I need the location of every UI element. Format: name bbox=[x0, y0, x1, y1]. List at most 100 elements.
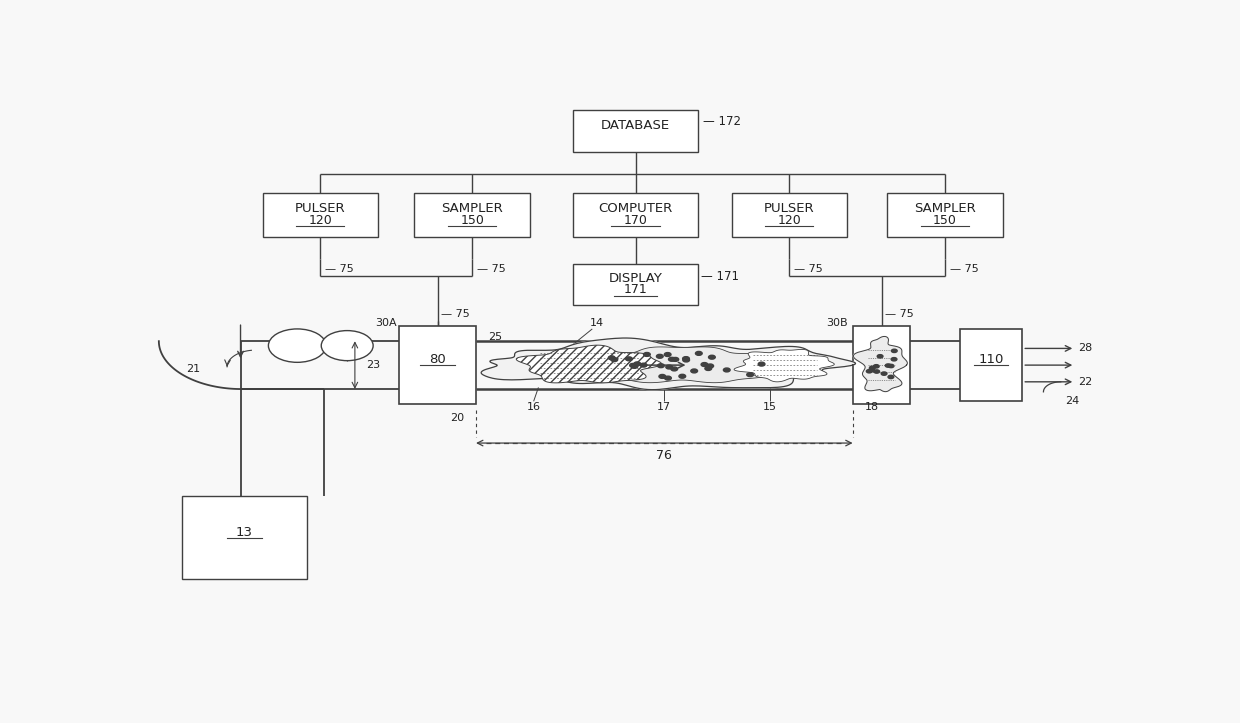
FancyBboxPatch shape bbox=[573, 192, 698, 237]
Circle shape bbox=[611, 358, 618, 362]
Text: 76: 76 bbox=[656, 449, 672, 462]
Text: 171: 171 bbox=[624, 283, 647, 296]
Circle shape bbox=[609, 356, 615, 360]
FancyBboxPatch shape bbox=[182, 496, 306, 579]
Circle shape bbox=[723, 368, 730, 372]
Circle shape bbox=[672, 357, 678, 362]
FancyBboxPatch shape bbox=[888, 192, 1003, 237]
Circle shape bbox=[696, 351, 702, 355]
FancyBboxPatch shape bbox=[960, 329, 1022, 401]
FancyBboxPatch shape bbox=[263, 192, 378, 237]
Text: 120: 120 bbox=[309, 214, 332, 227]
Text: — 75: — 75 bbox=[885, 309, 914, 319]
Text: 100: 100 bbox=[286, 338, 308, 348]
Text: 150: 150 bbox=[460, 214, 484, 227]
Text: PULSER: PULSER bbox=[764, 202, 815, 215]
Circle shape bbox=[873, 364, 879, 368]
Text: 110: 110 bbox=[978, 353, 1003, 366]
Circle shape bbox=[869, 366, 875, 369]
Text: 30B: 30B bbox=[826, 318, 847, 328]
Circle shape bbox=[626, 357, 632, 361]
Text: — 171: — 171 bbox=[701, 270, 739, 283]
Circle shape bbox=[634, 362, 641, 366]
Circle shape bbox=[746, 373, 754, 377]
Polygon shape bbox=[481, 338, 856, 390]
Circle shape bbox=[644, 353, 650, 356]
Circle shape bbox=[665, 376, 671, 380]
Text: — 75: — 75 bbox=[441, 309, 470, 319]
Circle shape bbox=[268, 329, 326, 362]
Polygon shape bbox=[579, 347, 785, 382]
Text: 150: 150 bbox=[932, 214, 957, 227]
Circle shape bbox=[869, 369, 874, 372]
FancyBboxPatch shape bbox=[399, 326, 476, 404]
FancyBboxPatch shape bbox=[853, 326, 910, 404]
Circle shape bbox=[671, 367, 677, 371]
Text: 170: 170 bbox=[624, 214, 647, 227]
Circle shape bbox=[888, 375, 894, 379]
Text: 28: 28 bbox=[1078, 343, 1092, 354]
Text: — 75: — 75 bbox=[477, 265, 506, 274]
Text: — 75: — 75 bbox=[325, 265, 353, 274]
Circle shape bbox=[874, 370, 879, 373]
Polygon shape bbox=[853, 336, 908, 392]
Text: 13: 13 bbox=[236, 526, 253, 539]
Circle shape bbox=[885, 364, 892, 367]
Text: 15: 15 bbox=[763, 402, 777, 412]
Circle shape bbox=[882, 372, 887, 375]
Polygon shape bbox=[516, 345, 661, 383]
Text: COMPUTER: COMPUTER bbox=[599, 202, 672, 215]
Text: — 75: — 75 bbox=[950, 265, 978, 274]
Circle shape bbox=[665, 353, 671, 356]
Circle shape bbox=[321, 330, 373, 361]
Circle shape bbox=[656, 354, 663, 359]
Text: 23: 23 bbox=[367, 360, 381, 370]
Circle shape bbox=[708, 355, 715, 359]
Text: 30A: 30A bbox=[376, 318, 397, 328]
FancyBboxPatch shape bbox=[414, 192, 529, 237]
Text: 20: 20 bbox=[450, 413, 464, 423]
Text: 16: 16 bbox=[527, 402, 541, 412]
Text: 80A: 80A bbox=[872, 353, 895, 366]
Circle shape bbox=[658, 375, 666, 378]
Circle shape bbox=[888, 364, 894, 368]
Circle shape bbox=[640, 363, 647, 367]
Circle shape bbox=[701, 362, 708, 367]
Polygon shape bbox=[734, 349, 835, 382]
Circle shape bbox=[683, 358, 689, 362]
Text: 120: 120 bbox=[777, 214, 801, 227]
Circle shape bbox=[867, 369, 872, 373]
Circle shape bbox=[666, 365, 672, 369]
Text: 90: 90 bbox=[340, 338, 355, 348]
Text: SAMPLER: SAMPLER bbox=[914, 202, 976, 215]
Circle shape bbox=[704, 367, 712, 370]
Text: 14: 14 bbox=[590, 318, 604, 328]
Text: 21: 21 bbox=[186, 364, 200, 374]
Text: 22: 22 bbox=[1078, 377, 1092, 387]
Circle shape bbox=[892, 358, 897, 361]
Text: DATABASE: DATABASE bbox=[601, 119, 670, 132]
Circle shape bbox=[892, 349, 898, 353]
Circle shape bbox=[680, 375, 686, 378]
FancyBboxPatch shape bbox=[573, 111, 698, 152]
Text: 18: 18 bbox=[864, 402, 879, 412]
Circle shape bbox=[668, 357, 676, 362]
Circle shape bbox=[683, 356, 689, 361]
Circle shape bbox=[877, 354, 883, 358]
Text: SAMPLER: SAMPLER bbox=[441, 202, 503, 215]
FancyBboxPatch shape bbox=[732, 192, 847, 237]
FancyBboxPatch shape bbox=[573, 263, 698, 305]
Circle shape bbox=[630, 364, 636, 367]
Text: — 172: — 172 bbox=[703, 115, 740, 128]
Circle shape bbox=[758, 362, 765, 366]
Text: 25: 25 bbox=[489, 333, 502, 342]
Text: DISPLAY: DISPLAY bbox=[609, 273, 662, 286]
Circle shape bbox=[707, 364, 713, 368]
Text: 24: 24 bbox=[1065, 396, 1080, 406]
Circle shape bbox=[657, 364, 665, 368]
Circle shape bbox=[631, 364, 637, 368]
Text: 80: 80 bbox=[429, 353, 446, 366]
Text: PULSER: PULSER bbox=[295, 202, 346, 215]
Text: — 75: — 75 bbox=[794, 265, 823, 274]
Text: 17: 17 bbox=[657, 402, 671, 412]
